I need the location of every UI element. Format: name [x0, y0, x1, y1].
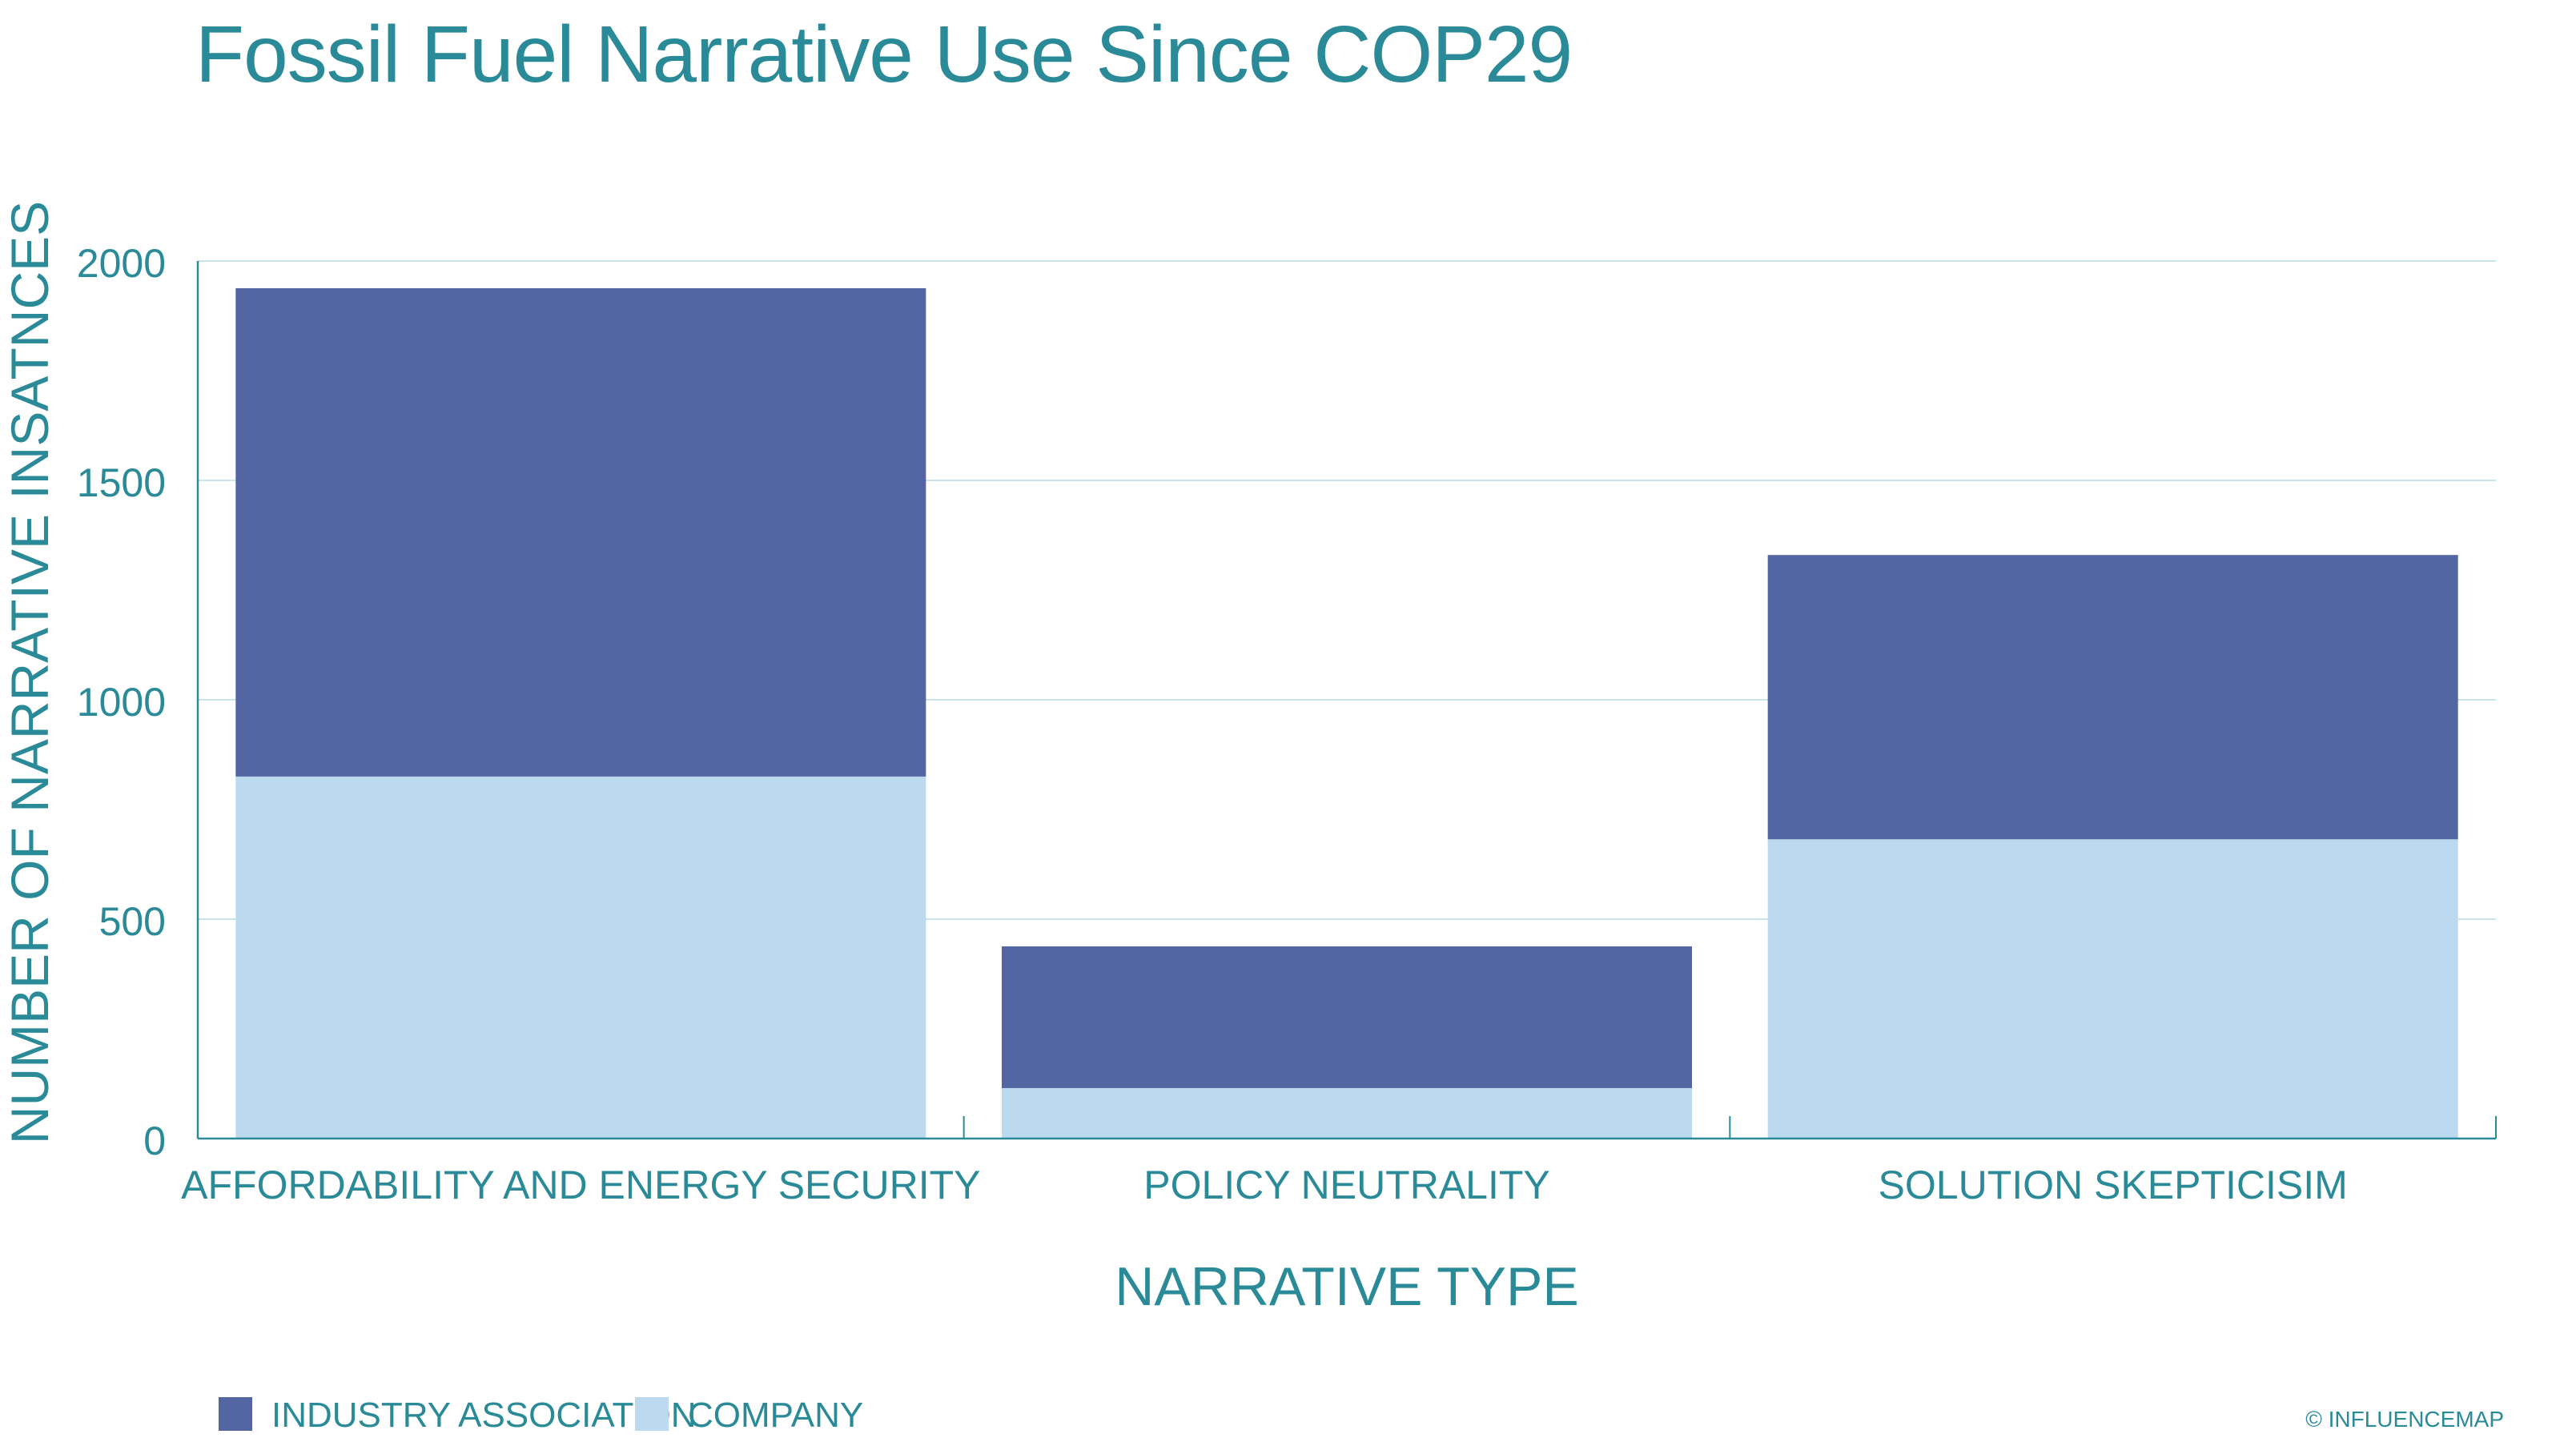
y-tick-label: 500	[99, 899, 166, 944]
x-axis-ticks: AFFORDABILITY AND ENERGY SECURITY POLICY …	[181, 1116, 2497, 1207]
credit-label: © INFLUENCEMAP	[2305, 1407, 2504, 1432]
y-tick-label: 0	[143, 1119, 166, 1163]
bars	[235, 287, 2458, 1139]
legend-swatch-company	[635, 1397, 669, 1431]
x-tick-label: POLICY NEUTRALITY	[1143, 1163, 1550, 1207]
bar-industry-association-3	[1767, 555, 2458, 840]
bar-company-1	[235, 776, 926, 1139]
x-tick-label: SOLUTION SKEPTICISIM	[1879, 1163, 2348, 1207]
y-tick-label: 1000	[77, 680, 166, 725]
legend-label-industry-association: INDUSTRY ASSOCIATION	[271, 1396, 697, 1435]
bar-company-3	[1767, 839, 2458, 1139]
bar-industry-association-1	[235, 287, 926, 777]
x-axis-title: NARRATIVE TYPE	[1115, 1256, 1578, 1317]
y-tick-label: 1500	[77, 460, 166, 505]
bar-industry-association-2	[1002, 946, 1692, 1088]
bar-company-2	[1002, 1087, 1692, 1139]
x-tick-label: AFFORDABILITY AND ENERGY SECURITY	[181, 1163, 980, 1207]
y-axis-title: NUMBER OF NARRATIVE INSATNCES	[0, 201, 59, 1144]
y-axis-ticks: 0 500 1000 1500 2000	[77, 241, 166, 1163]
legend-label-company: COMPANY	[688, 1396, 863, 1435]
chart-title: Fossil Fuel Narrative Use Since COP29	[195, 10, 1572, 99]
y-tick-label: 2000	[77, 241, 166, 286]
legend-swatch-industry-association	[219, 1397, 252, 1431]
